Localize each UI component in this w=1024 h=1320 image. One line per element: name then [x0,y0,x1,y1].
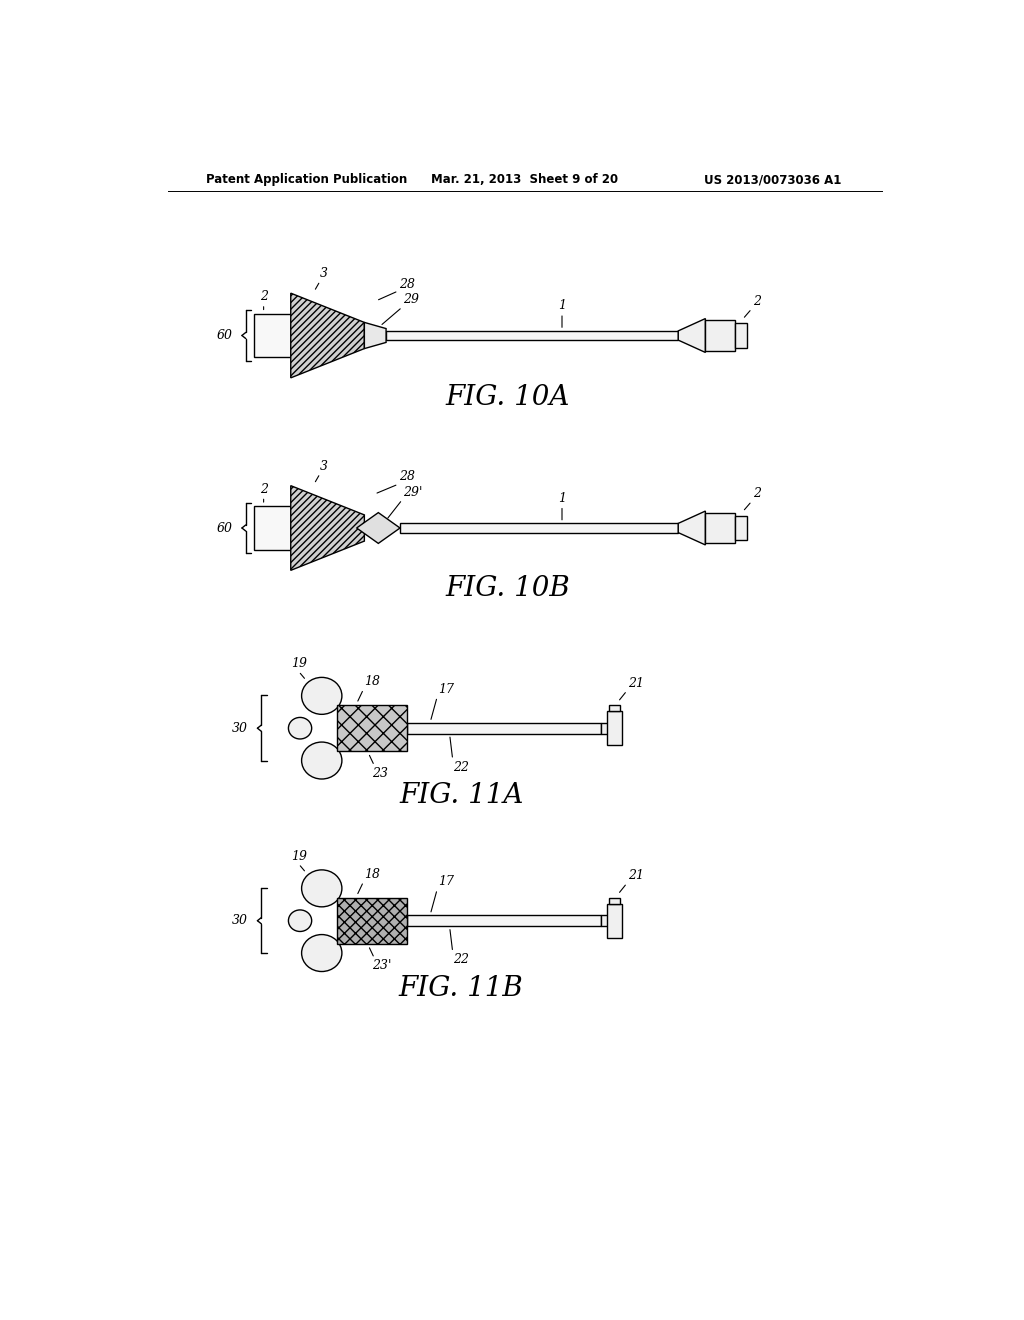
Polygon shape [291,486,365,570]
Text: 2: 2 [260,483,267,496]
Bar [609,898,621,904]
Text: Patent Application Publication: Patent Application Publication [206,173,407,186]
Bar [706,321,735,351]
Text: 3: 3 [321,459,329,473]
Text: 60: 60 [217,329,232,342]
Ellipse shape [302,677,342,714]
Bar [607,711,623,744]
Ellipse shape [302,870,342,907]
Text: 19: 19 [291,850,307,863]
Bar [407,723,601,734]
Text: 21: 21 [628,677,644,689]
Text: 29': 29' [403,486,423,499]
Text: 1: 1 [558,492,566,506]
Ellipse shape [302,935,342,972]
Text: Mar. 21, 2013  Sheet 9 of 20: Mar. 21, 2013 Sheet 9 of 20 [431,173,618,186]
Text: 28: 28 [399,470,416,483]
Bar [407,915,601,927]
Polygon shape [356,512,400,544]
Polygon shape [254,314,291,358]
Text: FIG. 10A: FIG. 10A [445,384,570,411]
Text: 29: 29 [403,293,419,306]
Text: 17: 17 [438,682,454,696]
Text: 23: 23 [372,767,388,780]
Text: 2: 2 [753,294,761,308]
Text: 22: 22 [454,953,469,966]
Bar [601,915,614,927]
Bar [337,705,407,751]
Ellipse shape [302,742,342,779]
Bar [609,705,621,711]
Bar [735,323,748,348]
Text: 1: 1 [558,300,566,313]
Bar [706,512,735,544]
Polygon shape [254,507,291,549]
Ellipse shape [289,718,311,739]
Text: 17: 17 [438,875,454,888]
Text: 30: 30 [232,915,248,927]
Text: 23': 23' [372,960,391,973]
Bar [601,723,614,734]
Text: 22: 22 [454,760,469,774]
Bar [400,524,678,533]
Polygon shape [291,293,365,378]
Bar [386,331,678,341]
Text: 3: 3 [321,267,329,280]
Text: 18: 18 [365,867,380,880]
Bar [337,898,407,944]
Text: 2: 2 [753,487,761,500]
Text: 18: 18 [365,675,380,688]
Text: FIG. 10B: FIG. 10B [445,574,570,602]
Text: 21: 21 [628,869,644,882]
Text: 30: 30 [232,722,248,735]
Text: 28: 28 [399,277,416,290]
Bar [607,904,623,937]
Polygon shape [365,322,386,348]
Text: FIG. 11B: FIG. 11B [399,975,523,1002]
Text: FIG. 11A: FIG. 11A [399,783,523,809]
Bar [735,516,748,540]
Polygon shape [678,511,706,545]
Text: 2: 2 [260,290,267,304]
Polygon shape [678,318,706,352]
Ellipse shape [289,909,311,932]
Text: US 2013/0073036 A1: US 2013/0073036 A1 [703,173,841,186]
Text: 60: 60 [217,521,232,535]
Text: 19: 19 [291,657,307,671]
